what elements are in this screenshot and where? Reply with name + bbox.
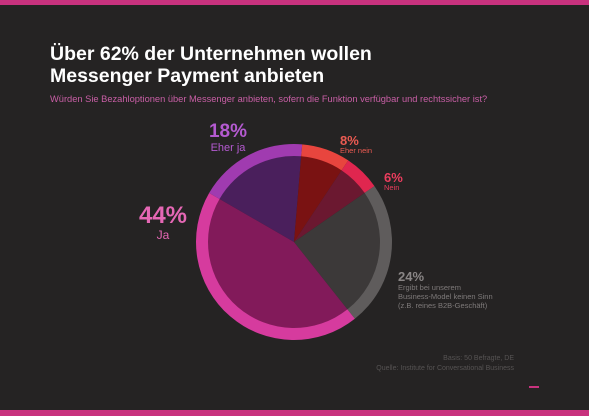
value-label-eher-nein: 8% bbox=[340, 133, 359, 148]
bottom-accent-bar bbox=[0, 410, 589, 416]
value-label-ja: 44% bbox=[138, 202, 188, 229]
label-ja: 44% Ja bbox=[138, 202, 188, 242]
chart-title: Über 62% der Unternehmen wollen Messenge… bbox=[50, 43, 450, 87]
category-label-eher-ja: Eher ja bbox=[210, 142, 246, 154]
pie-slice-ring-ja bbox=[195, 193, 355, 340]
category-label-kein-sinn: Ergibt bei unserem Business-Model keinen… bbox=[398, 283, 493, 310]
pie-slice-nein bbox=[294, 169, 366, 242]
title-line-1: Über 62% der Unternehmen wollen bbox=[50, 43, 372, 65]
category-label-ja: Ja bbox=[156, 228, 170, 242]
category-label-kein-sinn-line-3: (z.B. reines B2B-Geschäft) bbox=[398, 301, 488, 310]
label-eher-nein: 8% Eher nein bbox=[340, 133, 372, 155]
pie-slice-ring-ergibt-bei-unserem-busin bbox=[347, 186, 392, 319]
brand-logo-mark bbox=[529, 386, 539, 388]
pie-slice-ja bbox=[207, 198, 349, 329]
chart-subtitle: Würden Sie Bezahloptionen über Messenger… bbox=[50, 94, 488, 104]
source-line-1: Basis: 50 Befragte, DE bbox=[443, 355, 514, 362]
pie-slice-eher-ja bbox=[218, 154, 302, 242]
source-line-2: Quelle: Institute for Conversational Bus… bbox=[376, 365, 514, 372]
pie-slice-ring-eher-nein bbox=[301, 144, 349, 171]
pie-slice-ergibt-bei-unserem-busin bbox=[294, 192, 381, 311]
category-label-kein-sinn-line-1: Ergibt bei unserem bbox=[398, 283, 461, 292]
title-line-2: Messenger Payment anbieten bbox=[50, 65, 325, 87]
label-kein-sinn: 24% Ergibt bei unserem Business-Model ke… bbox=[398, 269, 493, 310]
value-label-kein-sinn: 24% bbox=[398, 269, 425, 284]
value-label-eher-ja: 18% bbox=[208, 121, 248, 142]
category-label-kein-sinn-line-2: Business-Model keinen Sinn bbox=[398, 292, 493, 301]
label-nein: 6% Nein bbox=[384, 170, 403, 192]
source-note: Basis: 50 Befragte, DE Quelle: Institute… bbox=[376, 354, 514, 374]
pie-slice-eher-nein bbox=[294, 155, 343, 242]
category-label-eher-nein: Eher nein bbox=[340, 146, 373, 155]
top-accent-bar bbox=[0, 0, 589, 5]
pie-slice-ring-eher-ja bbox=[209, 144, 303, 199]
value-label-nein: 6% bbox=[384, 170, 403, 185]
pie-slice-ring-nein bbox=[341, 160, 375, 193]
label-eher-ja: 18% Eher ja bbox=[208, 121, 248, 154]
category-label-nein: Nein bbox=[384, 183, 400, 192]
